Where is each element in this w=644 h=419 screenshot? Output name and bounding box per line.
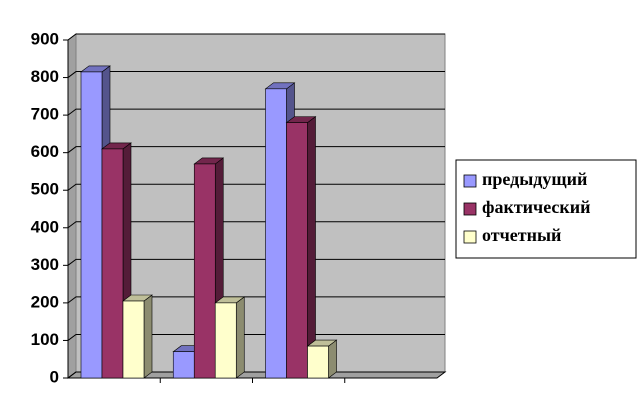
bar-front xyxy=(286,122,308,379)
grid-line xyxy=(67,183,445,191)
bar-side-shade xyxy=(328,340,337,378)
bar xyxy=(306,339,338,379)
bar-side-shade xyxy=(236,296,245,378)
bar-front xyxy=(265,88,287,379)
y-tick-label: 400 xyxy=(31,217,59,236)
legend-label: отчетный xyxy=(482,225,561,245)
bar-top-shade xyxy=(102,142,131,149)
grid-line xyxy=(67,33,445,41)
y-tick-label: 700 xyxy=(31,105,59,124)
bar-front xyxy=(193,163,216,379)
legend-label: фактический xyxy=(482,197,591,217)
bar xyxy=(285,116,317,379)
bar-front xyxy=(172,351,195,379)
bar-front xyxy=(307,345,329,379)
bar-front xyxy=(214,302,237,379)
bar-front xyxy=(101,148,124,379)
bar-top-shade xyxy=(286,116,316,123)
grid-line xyxy=(67,71,445,78)
legend-swatch xyxy=(463,174,477,188)
bar-side-shade xyxy=(307,116,316,378)
legend-swatch xyxy=(463,202,477,216)
bar-front xyxy=(80,71,103,379)
grid-line xyxy=(67,333,445,341)
grid-line xyxy=(67,146,445,154)
side-wall xyxy=(67,33,77,379)
legend-label: предыдущий xyxy=(482,169,587,189)
bar-top-shade xyxy=(123,295,152,302)
grid-line xyxy=(67,221,445,229)
y-tick-label: 600 xyxy=(31,142,59,161)
grid-line xyxy=(67,296,445,304)
bar-top-shade xyxy=(194,157,224,164)
y-tick-label: 200 xyxy=(31,292,59,311)
bar-side-shade xyxy=(144,295,152,378)
y-tick-label: 500 xyxy=(31,180,59,199)
legend-box xyxy=(455,159,637,259)
y-tick-label: 100 xyxy=(31,330,59,349)
y-tick-label: 900 xyxy=(31,29,59,48)
grid-line xyxy=(67,108,445,116)
bar-top-shade xyxy=(215,296,245,303)
grid-line xyxy=(67,258,445,266)
bar-front xyxy=(122,300,145,379)
bar xyxy=(122,294,153,379)
y-tick-label: 300 xyxy=(31,255,59,274)
y-tick-label: 800 xyxy=(31,67,59,86)
bar-top-shade xyxy=(307,340,337,347)
bar-top-shade xyxy=(265,82,295,89)
bar xyxy=(214,296,246,379)
bar-top-shade xyxy=(81,65,110,72)
y-tick-label: 0 xyxy=(50,367,59,386)
legend-swatch xyxy=(463,230,477,244)
